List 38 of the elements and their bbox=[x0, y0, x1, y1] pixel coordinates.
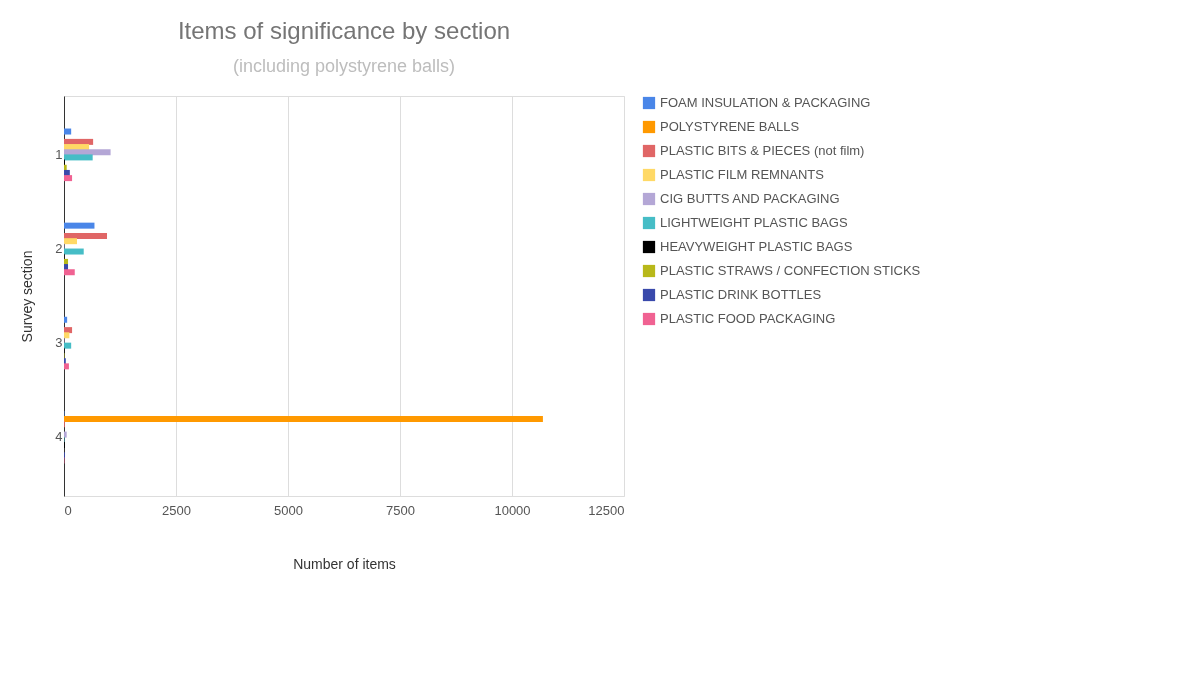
bar bbox=[64, 175, 73, 182]
legend-label: LIGHTWEIGHT PLASTIC BAGS bbox=[660, 215, 848, 230]
bar bbox=[64, 269, 75, 276]
bar bbox=[64, 431, 67, 438]
bar bbox=[64, 363, 69, 370]
bar bbox=[64, 222, 95, 229]
legend-label: PLASTIC STRAWS / CONFECTION STICKS bbox=[660, 263, 921, 278]
chart-title: Items of significance by section bbox=[177, 17, 511, 44]
legend-label: HEAVYWEIGHT PLASTIC BAGS bbox=[660, 239, 853, 254]
legend-label: POLYSTYRENE BALLS bbox=[660, 119, 800, 134]
bar bbox=[64, 238, 77, 245]
legend-label: PLASTIC DRINK BOTTLES bbox=[660, 287, 822, 302]
bar bbox=[64, 248, 84, 255]
y-tick-label: 1 bbox=[55, 146, 63, 162]
y-tick-label: 4 bbox=[55, 429, 63, 445]
y-axis-title: Survey section bbox=[19, 250, 36, 343]
x-tick-label: 0 bbox=[64, 502, 72, 518]
bar bbox=[64, 332, 70, 339]
x-tick-label: 10000 bbox=[494, 502, 531, 518]
y-tick-label: 3 bbox=[55, 335, 63, 351]
x-tick-label: 7500 bbox=[386, 502, 415, 518]
bar bbox=[64, 128, 72, 135]
chart-subtitle: (including polystyrene balls) bbox=[232, 56, 456, 76]
bar bbox=[64, 342, 72, 349]
legend-label: FOAM INSULATION & PACKAGING bbox=[660, 95, 871, 110]
bar bbox=[64, 316, 68, 323]
x-tick-label: 12500 bbox=[588, 502, 625, 518]
bar bbox=[64, 154, 93, 161]
legend-label: PLASTIC FILM REMNANTS bbox=[660, 167, 825, 182]
x-axis-title: Number of items bbox=[293, 555, 396, 572]
legend-label: PLASTIC FOOD PACKAGING bbox=[660, 311, 836, 326]
legend-label: CIG BUTTS AND PACKAGING bbox=[660, 191, 840, 206]
legend-label: PLASTIC BITS & PIECES (not film) bbox=[660, 143, 865, 158]
bar bbox=[64, 416, 543, 423]
y-tick-label: 2 bbox=[55, 240, 63, 256]
x-tick-label: 2500 bbox=[162, 502, 191, 518]
bar bbox=[64, 233, 108, 239]
x-tick-label: 5000 bbox=[274, 502, 303, 518]
